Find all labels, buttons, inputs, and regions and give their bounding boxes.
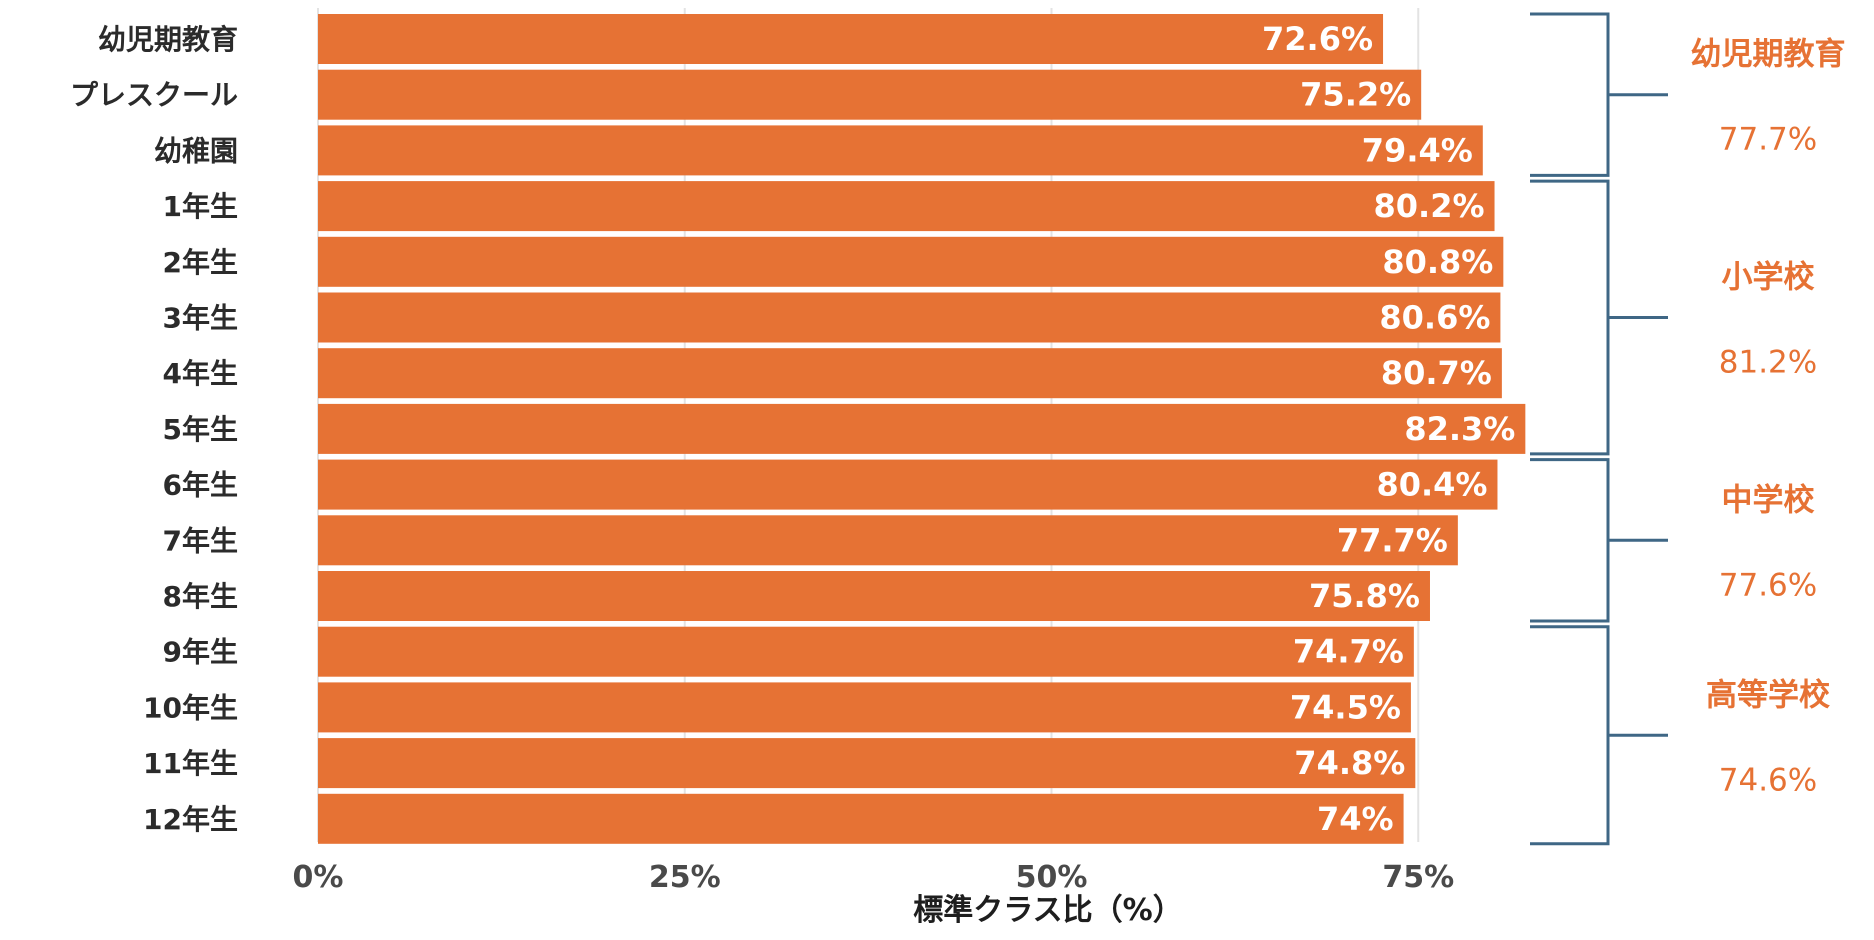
bar-value-label: 72.6% xyxy=(1262,20,1373,58)
group-name: 中学校 xyxy=(1722,482,1815,518)
category-label: 4年生 xyxy=(163,357,238,390)
bar-value-label: 80.4% xyxy=(1376,466,1487,504)
bar-value-label: 80.6% xyxy=(1379,299,1490,337)
bar-value-label: 74.5% xyxy=(1290,688,1401,726)
bar xyxy=(318,682,1411,733)
bar xyxy=(318,292,1501,343)
x-tick-labels: 0% 25% 50% 75% xyxy=(293,860,1455,895)
bar-value-label: 79.4% xyxy=(1362,131,1473,169)
bar xyxy=(318,626,1414,677)
group-value: 74.6% xyxy=(1719,762,1817,798)
bar xyxy=(318,571,1430,621)
x-tick-label: 50% xyxy=(1016,860,1088,895)
x-tick-label: 25% xyxy=(649,860,721,895)
bar xyxy=(318,236,1504,287)
category-label: 8年生 xyxy=(163,580,238,613)
bar-value-label: 82.3% xyxy=(1404,410,1515,448)
category-label: 2年生 xyxy=(163,246,238,279)
group-bracket xyxy=(1530,458,1668,623)
group-annotations: 幼児期教育 77.7% 小学校 81.2% 中学校 77.6% 高等学校 74.6% xyxy=(1691,37,1846,799)
bars xyxy=(318,14,1526,844)
group-name: 幼児期教育 xyxy=(1691,37,1846,73)
category-label: 9年生 xyxy=(163,636,238,669)
bar xyxy=(318,515,1458,566)
group-bracket xyxy=(1530,625,1668,846)
category-label: 幼稚園 xyxy=(154,134,238,167)
data-labels: 72.6% 75.2% 79.4% 80.2% 80.8% 80.6% 80.7% 82.3%… xyxy=(1262,20,1515,838)
bar xyxy=(318,181,1495,232)
category-label: 5年生 xyxy=(163,413,238,446)
bar-value-label: 80.8% xyxy=(1382,243,1493,281)
category-label: 6年生 xyxy=(163,469,238,502)
x-tick-label: 75% xyxy=(1382,860,1454,895)
group-bracket xyxy=(1530,179,1668,456)
x-axis-title: 標準クラス比（%） xyxy=(913,893,1182,928)
group-value: 77.6% xyxy=(1719,567,1817,603)
bar-value-label: 75.8% xyxy=(1309,577,1420,615)
bar-value-label: 74% xyxy=(1317,800,1394,838)
bar xyxy=(318,738,1416,789)
bar xyxy=(318,793,1404,844)
bar xyxy=(318,69,1422,120)
x-tick-label: 0% xyxy=(293,860,344,895)
group-name: 小学校 xyxy=(1722,260,1815,296)
bar-value-label: 77.7% xyxy=(1337,521,1448,559)
bar xyxy=(318,459,1498,510)
category-label: プレスクール xyxy=(70,79,238,112)
group-value: 77.7% xyxy=(1719,122,1817,158)
bar xyxy=(318,403,1526,454)
bar xyxy=(318,125,1483,176)
group-value: 81.2% xyxy=(1719,345,1817,381)
bar-value-label: 74.8% xyxy=(1294,744,1405,782)
category-label: 11年生 xyxy=(143,747,238,780)
category-label: 10年生 xyxy=(143,691,238,724)
bar-value-label: 80.2% xyxy=(1374,187,1485,225)
group-bracket xyxy=(1530,12,1668,177)
category-label: 3年生 xyxy=(163,302,238,335)
bar-value-label: 74.7% xyxy=(1293,633,1404,671)
bar-value-label: 75.2% xyxy=(1300,76,1411,114)
bar xyxy=(318,348,1502,399)
group-brackets xyxy=(1530,12,1668,846)
category-label: 7年生 xyxy=(163,524,238,557)
category-label: 1年生 xyxy=(163,190,238,223)
category-label: 12年生 xyxy=(143,803,238,836)
bar xyxy=(318,14,1384,64)
bar-value-label: 80.7% xyxy=(1381,354,1492,392)
category-label: 幼児期教育 xyxy=(98,23,238,56)
group-name: 高等学校 xyxy=(1706,677,1830,713)
